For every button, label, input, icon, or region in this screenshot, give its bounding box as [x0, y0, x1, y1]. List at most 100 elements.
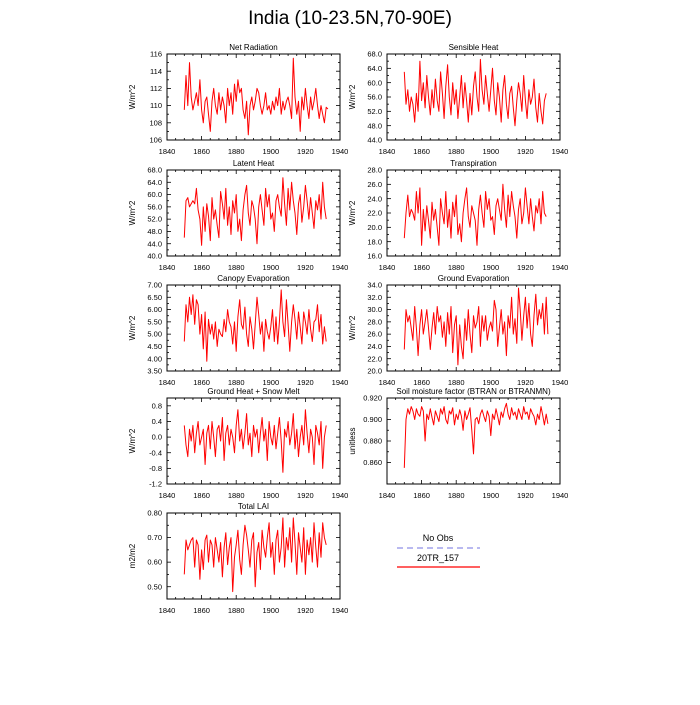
y-axis-label: W/m^2	[128, 315, 137, 340]
y-tick-label: 64.0	[147, 178, 162, 187]
x-tick-label: 1880	[228, 147, 245, 156]
y-tick-label: 26.0	[367, 180, 382, 189]
x-tick-label: 1940	[552, 491, 569, 500]
x-tick-label: 1840	[159, 263, 176, 272]
y-tick-label: 0.50	[147, 582, 162, 591]
legend-obs-label: No Obs	[423, 533, 454, 543]
y-tick-label: 4.50	[147, 342, 162, 351]
y-tick-label: 56.0	[367, 93, 382, 102]
y-tick-label: 26.0	[367, 330, 382, 339]
x-tick-label: 1840	[379, 491, 396, 500]
y-tick-label: 34.0	[367, 281, 382, 290]
x-tick-label: 1900	[262, 606, 279, 615]
y-tick-label: 108	[149, 118, 162, 127]
plot-frame	[166, 53, 341, 141]
y-tick-label: 106	[149, 136, 162, 145]
series-line	[183, 289, 327, 362]
y-tick-label: 5.50	[147, 317, 162, 326]
x-tick-label: 1920	[297, 147, 314, 156]
chart-panel-2: 1840 1860 1880 1900 1920 1940 44.0 48.0 52.0 56.0…	[348, 43, 568, 156]
x-tick-label: 1860	[193, 491, 210, 500]
y-tick-label: 0.860	[363, 458, 382, 467]
y-tick-label: 20.0	[367, 223, 382, 232]
legend: No Obs 20TR_157	[397, 533, 480, 568]
y-tick-label: 4.00	[147, 354, 162, 363]
plot-frame	[386, 284, 561, 372]
panel-title: Total LAI	[238, 502, 269, 511]
chart-panel-7: 1840 1860 1880 1900 1920 1940 -1.2 -0.8 -0.4 0.0 0…	[128, 387, 348, 500]
x-tick-label: 1840	[159, 491, 176, 500]
y-tick-label: 6.00	[147, 305, 162, 314]
y-tick-label: 68.0	[367, 50, 382, 59]
x-tick-label: 1900	[262, 491, 279, 500]
x-tick-label: 1860	[413, 263, 430, 272]
x-tick-label: 1900	[262, 263, 279, 272]
page-title: India (10-23.5N,70-90E)	[248, 8, 452, 29]
series-line	[403, 402, 549, 468]
y-tick-label: 24.0	[367, 342, 382, 351]
panel-title: Ground Heat + Snow Melt	[207, 387, 300, 396]
panel-title: Transpiration	[450, 159, 496, 168]
x-tick-label: 1860	[413, 378, 430, 387]
chart-panel-6: 1840 1860 1880 1900 1920 1940 20.0 22.0 24.0 26.0…	[348, 274, 568, 387]
y-tick-label: 0.8	[152, 401, 162, 410]
y-tick-label: 22.0	[367, 354, 382, 363]
y-tick-label: 60.0	[367, 78, 382, 87]
y-tick-label: 24.0	[367, 194, 382, 203]
x-tick-label: 1920	[297, 606, 314, 615]
x-tick-label: 1840	[379, 263, 396, 272]
y-tick-label: 0.900	[363, 415, 382, 424]
chart-panel-5: 1840 1860 1880 1900 1920 1940 3.50 4.00 4.50 5.00…	[128, 274, 348, 387]
y-tick-label: 40.0	[147, 252, 162, 261]
y-tick-label: 0.920	[363, 394, 382, 403]
y-axis-label: W/m^2	[348, 315, 357, 340]
x-tick-label: 1840	[159, 606, 176, 615]
y-tick-label: 112	[150, 84, 162, 93]
y-axis-label: W/m^2	[128, 428, 137, 453]
x-tick-label: 1900	[482, 147, 499, 156]
y-tick-label: 64.0	[367, 64, 382, 73]
y-tick-label: 16.0	[367, 252, 382, 261]
series-line	[403, 58, 547, 127]
series-line	[183, 177, 327, 246]
x-tick-label: 1920	[517, 263, 534, 272]
x-tick-label: 1940	[552, 147, 569, 156]
x-tick-label: 1860	[193, 606, 210, 615]
y-tick-label: 0.60	[147, 558, 162, 567]
x-tick-label: 1940	[332, 378, 349, 387]
x-tick-label: 1940	[332, 491, 349, 500]
x-tick-label: 1860	[413, 491, 430, 500]
x-tick-label: 1860	[193, 378, 210, 387]
y-tick-label: 20.0	[367, 367, 382, 376]
y-tick-label: 68.0	[147, 166, 162, 175]
y-tick-label: 48.0	[367, 121, 382, 130]
y-tick-label: 7.00	[147, 281, 162, 290]
series-line	[403, 183, 547, 246]
x-tick-label: 1920	[297, 263, 314, 272]
series-line	[183, 57, 329, 136]
y-tick-label: 48.0	[147, 227, 162, 236]
panel-title: Soil moisture factor (BTRAN or BTRANMN)	[396, 387, 551, 396]
y-tick-label: -0.8	[149, 464, 162, 473]
y-axis-label: W/m^2	[348, 84, 357, 109]
x-tick-label: 1860	[413, 147, 430, 156]
x-tick-label: 1940	[552, 378, 569, 387]
x-tick-label: 1880	[448, 378, 465, 387]
y-axis-label: unitless	[348, 427, 357, 454]
x-tick-label: 1900	[262, 378, 279, 387]
chart-panel-1: 1840 1860 1880 1900 1920 1940 106 108 110 112 114 1…	[128, 43, 348, 156]
y-tick-label: 28.0	[367, 166, 382, 175]
y-tick-label: 56.0	[147, 202, 162, 211]
y-tick-label: 22.0	[367, 209, 382, 218]
y-tick-label: 44.0	[147, 239, 162, 248]
y-tick-label: 52.0	[147, 215, 162, 224]
legend-model-label: 20TR_157	[417, 553, 459, 563]
x-tick-label: 1840	[379, 378, 396, 387]
y-tick-label: 6.50	[147, 293, 162, 302]
y-tick-label: 3.50	[147, 367, 162, 376]
series-line	[183, 409, 327, 473]
x-tick-label: 1880	[228, 263, 245, 272]
y-tick-label: 5.00	[147, 330, 162, 339]
y-axis-label: W/m^2	[348, 200, 357, 225]
